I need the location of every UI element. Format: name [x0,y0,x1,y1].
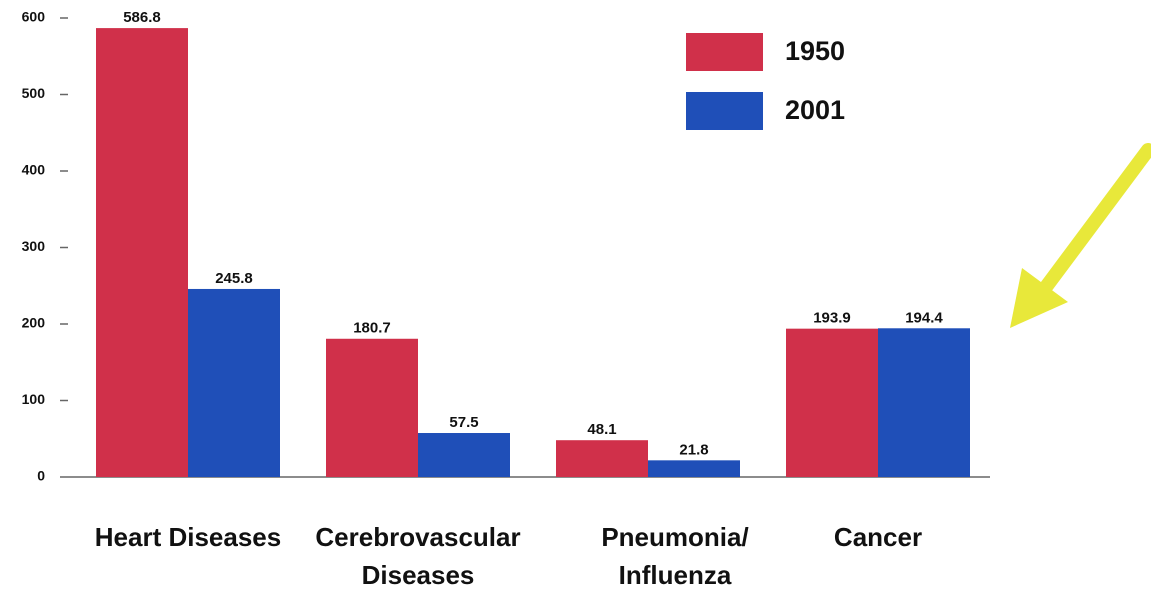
bar [326,338,418,477]
y-tick-label: 500 [22,85,46,101]
value-label: 57.5 [449,414,478,431]
y-tick-label: 100 [22,391,46,407]
y-tick-label: 0 [37,468,45,484]
x-tick-label: Cancer [833,522,923,552]
y-tick-label: 300 [22,238,46,254]
bar [878,328,970,477]
arrow [1010,143,1151,328]
bar [556,440,648,477]
value-label: 48.1 [587,421,616,438]
legend-label: 2001 [785,95,845,125]
legend-swatch [686,92,763,130]
x-tick-label: Cerebrovascular Diseases [315,522,521,590]
bar [786,328,878,477]
y-tick-label: 400 [22,162,46,178]
value-label: 586.8 [123,9,161,26]
bar [96,28,188,478]
value-label: 194.4 [905,309,943,326]
legend-swatch [686,33,763,71]
legend-label: 1950 [785,36,845,66]
value-label: 245.8 [215,270,253,287]
y-tick-label: 600 [22,9,46,25]
value-label: 180.7 [353,320,391,337]
y-tick-label: 200 [22,315,46,331]
bar [648,460,740,477]
value-label: 193.9 [813,310,851,327]
x-tick-label: Pneumonia/ Influenza [601,522,749,590]
bar [188,288,280,477]
bar [418,433,510,477]
x-tick-label: Heart Diseases [94,522,282,552]
value-label: 21.8 [679,441,708,458]
